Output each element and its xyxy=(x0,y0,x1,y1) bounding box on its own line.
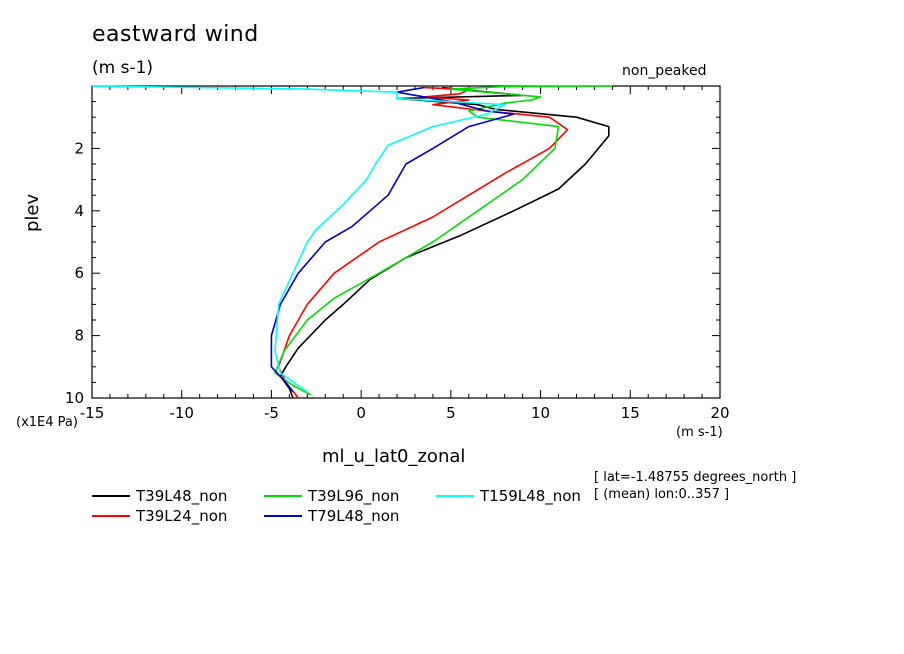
chart-subtitle: (m s-1) xyxy=(92,58,154,78)
legend-label: T39L96_non xyxy=(308,487,400,505)
y-tick-label: 2 xyxy=(74,139,84,157)
legend-swatch xyxy=(436,495,474,497)
plot-frame xyxy=(91,85,721,399)
legend-label: T39L24_non xyxy=(136,507,228,525)
x-tick-label: 0 xyxy=(356,404,366,422)
y-tick-label: 10 xyxy=(65,389,84,407)
x-axis-unit: (m s-1) xyxy=(676,425,723,440)
top-right-label: non_peaked xyxy=(622,63,707,79)
legend-label: T39L48_non xyxy=(136,487,228,505)
series-line-T79L48_non xyxy=(270,86,515,393)
annotation-lat: [ lat=-1.48755 degrees_north ] xyxy=(594,470,797,485)
legend-swatch xyxy=(92,515,130,517)
series-line-T39L96_non xyxy=(274,85,613,396)
x-tick-label: -15 xyxy=(80,404,105,422)
series-line-T39L48_non xyxy=(279,86,610,399)
chart-title: eastward wind xyxy=(92,22,259,47)
legend-swatch xyxy=(264,515,302,517)
x-axis-label: ml_u_lat0_zonal xyxy=(322,446,466,467)
x-tick-label: 10 xyxy=(531,404,550,422)
x-tick-label: 15 xyxy=(621,404,640,422)
x-tick-label: -10 xyxy=(169,404,194,422)
y-tick-label: 6 xyxy=(74,264,84,282)
legend-label: T159L48_non xyxy=(480,487,581,505)
y-axis-unit: (x1E4 Pa) xyxy=(16,415,78,430)
legend-swatch xyxy=(264,495,302,497)
series-line-T159L48_non xyxy=(91,85,506,393)
x-tick-label: -5 xyxy=(264,404,279,422)
y-tick-label: 8 xyxy=(74,327,84,345)
y-tick-label: 4 xyxy=(74,202,84,220)
legend-label: T79L48_non xyxy=(308,507,400,525)
x-tick-label: 5 xyxy=(446,404,456,422)
y-axis-label: plev xyxy=(22,193,43,232)
annotation-lon: [ (mean) lon:0..357 ] xyxy=(594,487,730,502)
x-tick-label: 20 xyxy=(710,404,729,422)
legend-swatch xyxy=(92,495,130,497)
series-line-T39L24_non xyxy=(277,86,569,399)
